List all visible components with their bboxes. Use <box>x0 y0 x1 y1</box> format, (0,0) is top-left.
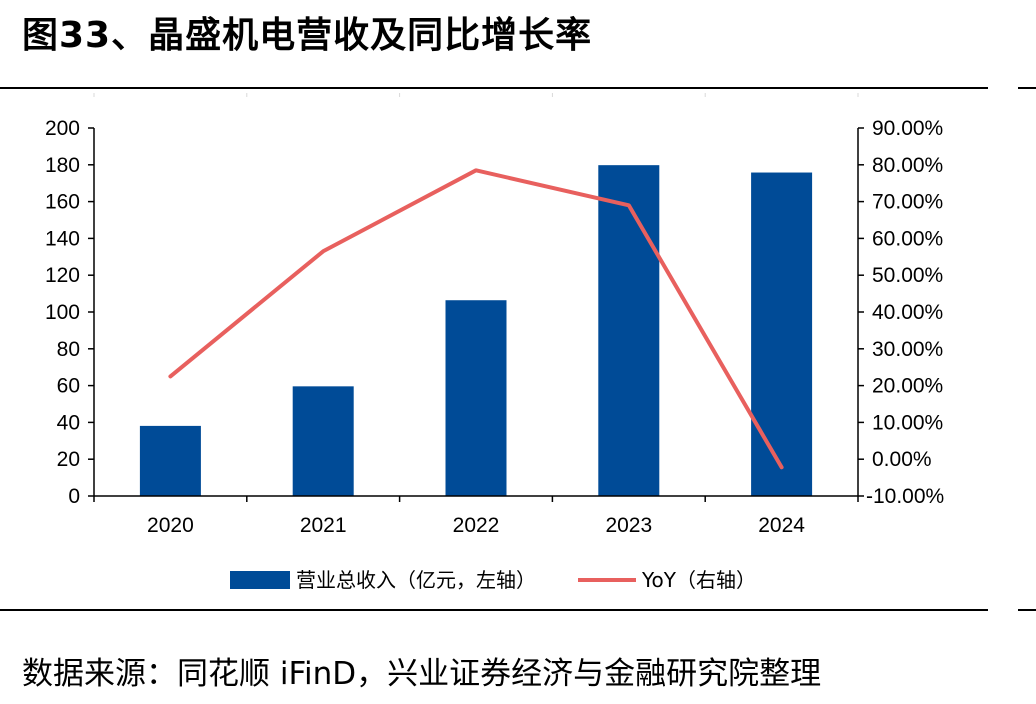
bottom-rule <box>0 609 988 611</box>
legend-label-revenue: 营业总收入（亿元，左轴） <box>296 568 536 592</box>
legend-swatch-revenue <box>230 571 290 589</box>
right-tick-label: 50.00% <box>872 264 943 287</box>
right-tick-label: 70.00% <box>872 191 943 214</box>
legend: 营业总收入（亿元，左轴） YoY（右轴） <box>230 568 756 592</box>
x-tick-label: 2024 <box>758 514 805 537</box>
left-tick-label: 40 <box>57 411 80 434</box>
left-tick-label: 100 <box>45 301 80 324</box>
left-tick-label: 60 <box>57 375 80 398</box>
left-tick-label: 0 <box>68 485 80 508</box>
top-rule <box>0 87 988 89</box>
bar-2021 <box>292 386 354 496</box>
x-axis-ticks: 2020 2021 2022 2023 2024 <box>93 496 859 537</box>
bar-2022 <box>445 300 507 496</box>
source-note: 数据来源：同花顺 iFinD，兴业证券经济与金融研究院整理 <box>22 656 822 692</box>
left-tick-label: 120 <box>45 264 80 287</box>
right-tick-label: 60.00% <box>872 227 943 250</box>
left-tick-label: 180 <box>45 154 80 177</box>
legend-label-yoy: YoY（右轴） <box>641 568 756 592</box>
figure-title: 图33、晶盛机电营收及同比增长率 <box>22 15 593 56</box>
top-faint-marks <box>93 93 859 97</box>
right-axis-ticks: -10.00% 0.00% 10.00% 20.00% 30.00% 40.00% 50.0… <box>858 117 944 508</box>
right-tick-label: 30.00% <box>872 338 943 361</box>
left-tick-label: 140 <box>45 227 80 250</box>
x-tick-label: 2022 <box>453 514 500 537</box>
bar-series <box>139 165 813 496</box>
right-tick-label: 40.00% <box>872 301 943 324</box>
left-tick-label: 160 <box>45 191 80 214</box>
left-tick-label: 80 <box>57 338 80 361</box>
right-tick-label: -10.00% <box>866 485 944 508</box>
x-tick-label: 2020 <box>147 514 194 537</box>
right-tick-label: 10.00% <box>872 411 943 434</box>
bar-2020 <box>139 425 201 496</box>
x-tick-label: 2023 <box>605 514 652 537</box>
x-tick-label: 2021 <box>300 514 347 537</box>
left-tick-label: 20 <box>57 448 80 471</box>
bottom-rule-right <box>1018 609 1036 611</box>
right-tick-label: 90.00% <box>872 117 943 140</box>
bar-2024 <box>751 172 813 496</box>
right-tick-label: 20.00% <box>872 375 943 398</box>
left-tick-label: 200 <box>45 117 80 140</box>
line-series <box>168 168 784 470</box>
left-axis-ticks: 0 20 40 60 80 100 120 140 160 180 200 <box>45 117 94 508</box>
bar-2023 <box>598 165 660 496</box>
right-tick-label: 0.00% <box>872 448 932 471</box>
top-rule-right <box>1018 87 1036 89</box>
right-tick-label: 80.00% <box>872 154 943 177</box>
